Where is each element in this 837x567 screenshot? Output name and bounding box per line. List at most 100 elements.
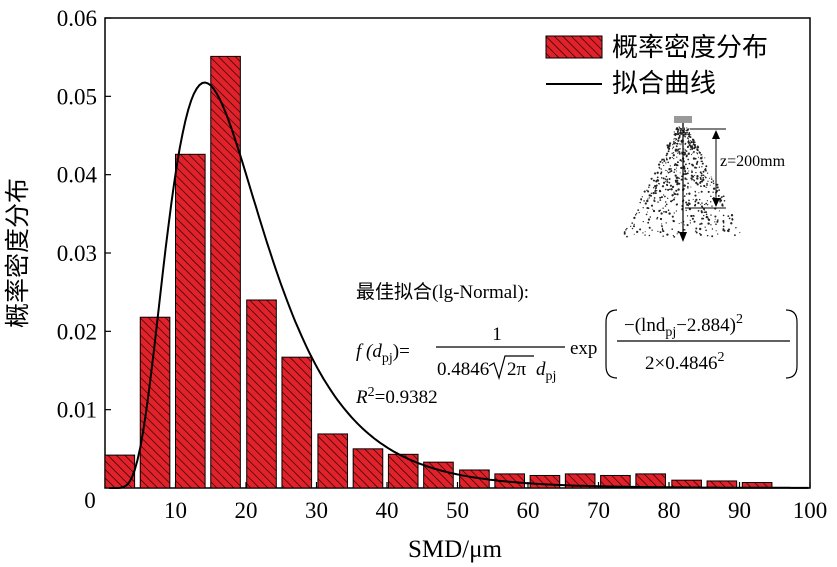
spray-droplet <box>681 175 683 178</box>
spray-droplet <box>694 230 697 232</box>
spray-droplet <box>632 225 636 228</box>
spray-droplet <box>677 188 680 191</box>
spray-droplet <box>674 174 677 177</box>
spray-droplet <box>679 143 681 145</box>
spray-droplet <box>674 139 676 141</box>
spray-droplet <box>659 231 662 234</box>
spray-droplet <box>626 235 628 238</box>
spray-droplet <box>696 160 699 163</box>
spray-droplet <box>623 232 626 235</box>
spray-droplet <box>683 188 685 190</box>
spray-droplet <box>666 179 668 181</box>
spray-illustration: z=200mm <box>623 116 786 242</box>
spray-droplet <box>656 171 659 174</box>
spray-droplet <box>672 143 674 146</box>
spray-droplet <box>722 220 725 223</box>
spray-droplet <box>699 157 703 160</box>
spray-distance-label: z=200mm <box>720 153 786 170</box>
spray-droplet <box>710 224 712 226</box>
spray-droplet <box>702 174 704 177</box>
spray-droplet <box>641 196 643 198</box>
spray-droplet <box>721 204 724 207</box>
spray-droplet <box>687 158 690 161</box>
spray-droplet <box>679 147 681 150</box>
spray-droplet <box>672 146 675 148</box>
spray-droplet <box>683 224 685 226</box>
spray-droplet <box>692 214 695 217</box>
spray-droplet <box>697 210 700 212</box>
spray-droplet <box>695 227 698 230</box>
spray-droplet <box>731 218 734 221</box>
spray-droplet <box>699 181 702 184</box>
spray-droplet <box>677 139 680 142</box>
spray-droplet <box>656 217 658 219</box>
spray-droplet <box>670 170 673 172</box>
spray-droplet <box>676 193 679 196</box>
spray-droplet <box>674 193 677 196</box>
spray-droplet <box>687 134 689 136</box>
spray-droplet <box>686 178 688 181</box>
spray-droplet <box>688 128 690 130</box>
spray-droplet <box>677 152 679 154</box>
spray-droplet <box>727 215 730 217</box>
spray-droplet <box>697 145 699 147</box>
spray-droplet <box>706 200 709 202</box>
spray-droplet <box>672 152 675 154</box>
spray-droplet <box>692 157 696 160</box>
right-paren-icon <box>785 309 798 379</box>
spray-droplet <box>654 190 657 193</box>
spray-droplet <box>706 182 708 185</box>
spray-droplet <box>690 186 692 188</box>
spray-droplet <box>716 220 719 223</box>
spray-droplet <box>702 178 705 182</box>
spray-droplet <box>685 193 688 195</box>
spray-droplet <box>719 200 721 203</box>
spray-droplet <box>706 184 708 186</box>
spray-droplet <box>684 135 686 138</box>
frac-denominator: 0.4846 <box>437 359 489 380</box>
spray-droplet <box>642 207 644 209</box>
spray-droplet <box>667 161 670 164</box>
spray-droplet <box>669 170 671 172</box>
spray-droplet <box>676 130 679 133</box>
spray-droplet <box>652 187 655 189</box>
spray-droplet <box>664 201 667 203</box>
spray-droplet <box>671 152 673 155</box>
spray-droplet <box>694 174 696 176</box>
spray-droplet <box>684 163 687 166</box>
spray-droplet <box>679 127 682 130</box>
spray-droplet <box>631 227 634 230</box>
spray-droplet <box>633 223 635 226</box>
spray-droplet <box>702 177 705 179</box>
spray-droplet <box>658 163 661 166</box>
spray-droplet <box>692 138 695 141</box>
spray-droplet <box>717 233 719 235</box>
spray-droplet <box>675 139 678 141</box>
spray-droplet <box>669 184 672 187</box>
spray-droplet <box>645 213 648 216</box>
spray-droplet <box>643 190 646 193</box>
spray-droplet <box>685 173 687 175</box>
bar <box>104 454 136 489</box>
spray-droplet <box>670 168 672 170</box>
spray-droplet <box>662 235 664 237</box>
spray-droplet <box>671 156 673 159</box>
spray-droplet <box>699 198 701 201</box>
spray-droplet <box>717 194 720 197</box>
spray-droplet <box>646 189 648 191</box>
spray-droplet <box>696 177 699 180</box>
spray-droplet <box>672 142 675 144</box>
spray-droplet <box>680 142 683 144</box>
spray-droplet <box>654 192 657 195</box>
spray-droplet <box>691 217 694 220</box>
spray-droplet <box>712 180 715 182</box>
spray-droplet <box>730 214 734 217</box>
spray-droplet <box>652 179 655 182</box>
spray-droplet <box>695 181 698 185</box>
spray-droplet <box>686 203 689 206</box>
spray-droplet <box>649 194 651 196</box>
spray-droplet <box>633 216 636 220</box>
spray-droplet <box>689 222 692 224</box>
spray-droplet <box>706 204 709 206</box>
